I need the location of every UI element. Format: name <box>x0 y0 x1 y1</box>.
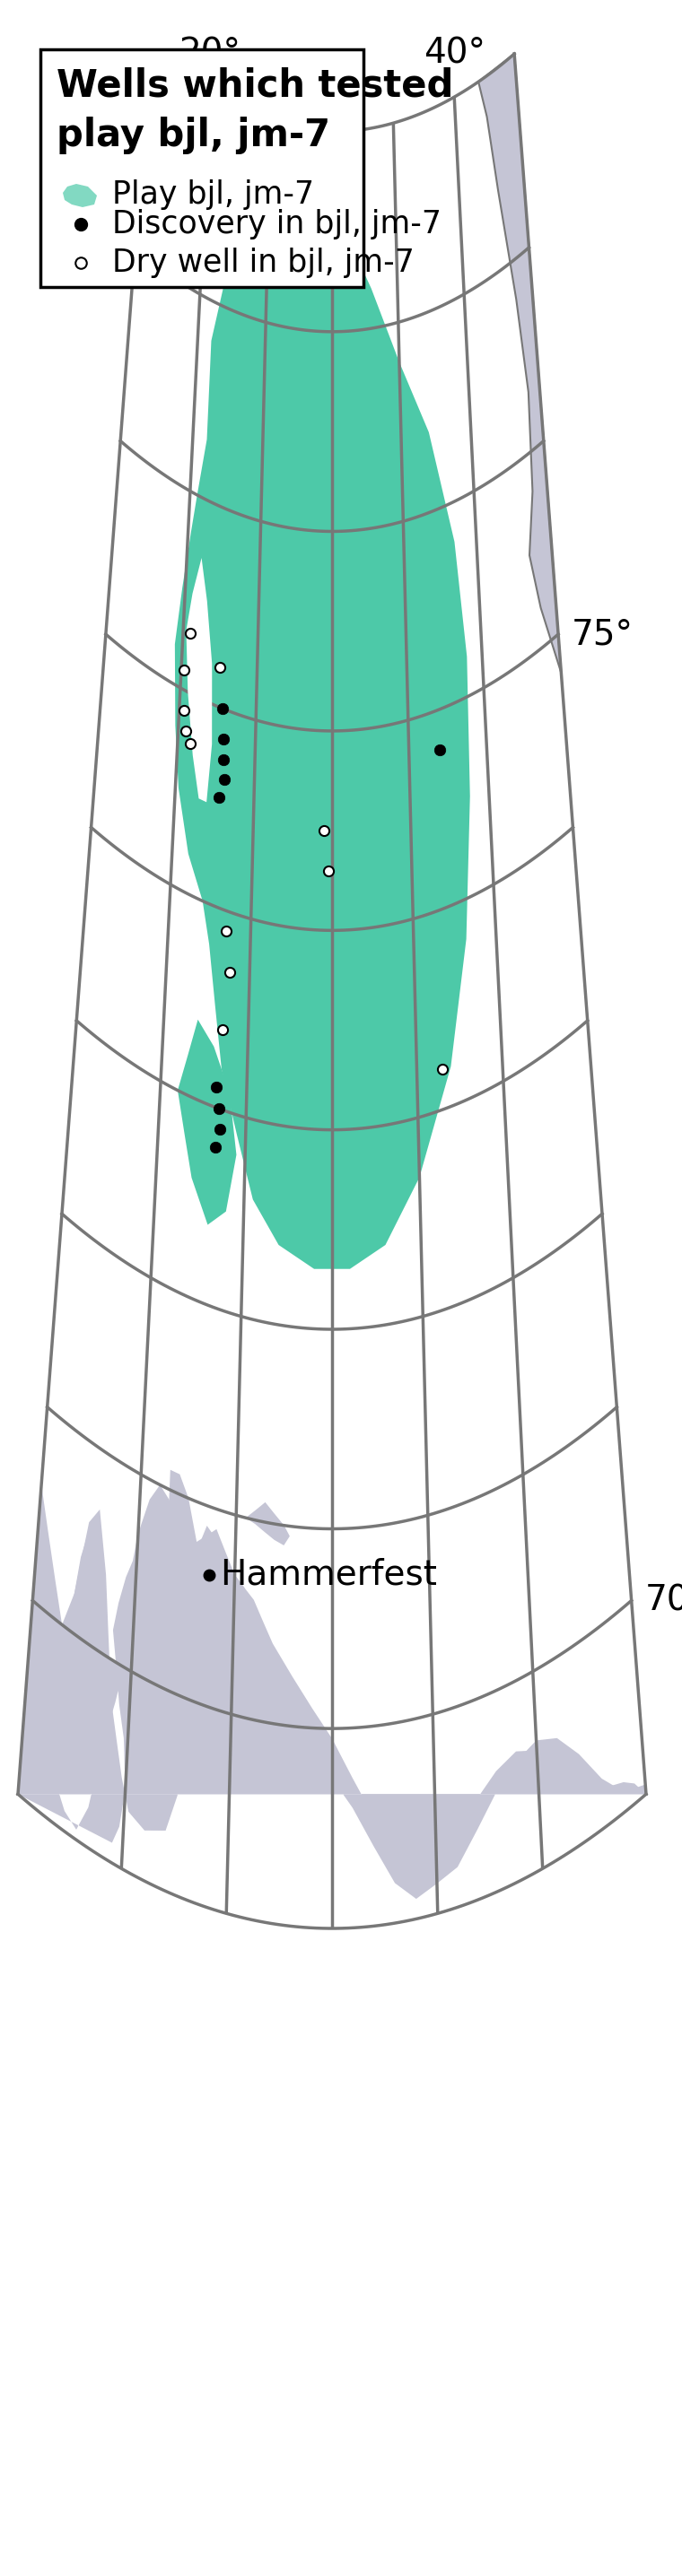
Polygon shape <box>246 1502 290 1546</box>
Text: 70°: 70° <box>645 1584 682 1618</box>
Text: play bjl, jm-7: play bjl, jm-7 <box>57 116 330 155</box>
Polygon shape <box>178 1020 237 1224</box>
Text: Hammerfest: Hammerfest <box>220 1558 436 1592</box>
Text: Discovery in bjl, jm-7: Discovery in bjl, jm-7 <box>112 209 441 240</box>
Polygon shape <box>175 129 470 1270</box>
Text: Wells which tested: Wells which tested <box>57 67 454 106</box>
Polygon shape <box>478 54 561 672</box>
Polygon shape <box>18 1471 646 1883</box>
FancyBboxPatch shape <box>40 49 364 286</box>
Text: 30°: 30° <box>301 70 363 106</box>
Text: Dry well in bjl, jm-7: Dry well in bjl, jm-7 <box>112 247 415 278</box>
Polygon shape <box>18 1484 646 1899</box>
Text: 40°: 40° <box>424 36 485 70</box>
Polygon shape <box>63 183 97 206</box>
Text: 20°: 20° <box>179 36 241 70</box>
Polygon shape <box>186 559 212 801</box>
Text: 75°: 75° <box>572 618 634 652</box>
Text: Play bjl, jm-7: Play bjl, jm-7 <box>112 180 314 209</box>
